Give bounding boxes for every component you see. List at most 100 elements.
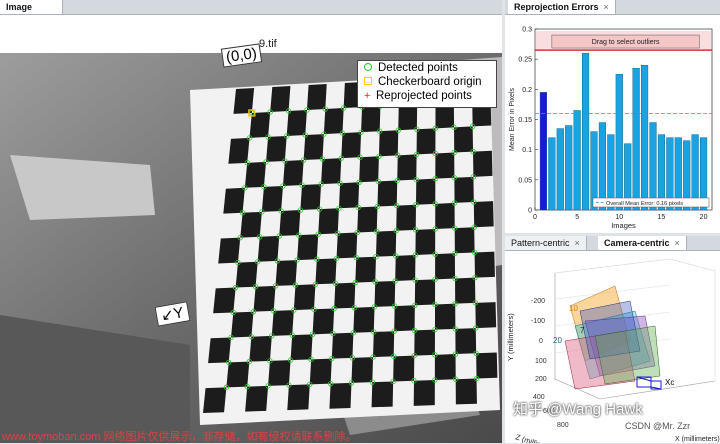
error-bar[interactable] bbox=[539, 92, 548, 211]
plane-blue bbox=[579, 300, 641, 360]
y-tick: 100 bbox=[535, 358, 547, 365]
detected-point bbox=[391, 303, 398, 309]
csdn-watermark: CSDN @Mr. Zzr bbox=[625, 421, 691, 431]
error-bar[interactable] bbox=[649, 122, 657, 211]
error-bar[interactable] bbox=[640, 65, 649, 211]
detected-point bbox=[291, 307, 297, 313]
checker-square bbox=[270, 86, 291, 112]
detected-point bbox=[469, 123, 476, 130]
detected-point bbox=[452, 275, 458, 282]
detected-point bbox=[280, 183, 286, 189]
error-bar[interactable] bbox=[674, 137, 682, 211]
detected-point bbox=[432, 226, 438, 232]
tab-image[interactable]: Image bbox=[0, 0, 63, 14]
error-bar[interactable] bbox=[691, 134, 699, 211]
checker-square bbox=[297, 234, 319, 261]
checker-square bbox=[315, 258, 337, 285]
camera-icon bbox=[636, 376, 662, 390]
y-tick: -100 bbox=[531, 318, 545, 325]
error-bar[interactable] bbox=[573, 110, 581, 211]
detected-point bbox=[371, 329, 377, 335]
detected-point bbox=[452, 326, 459, 332]
checker-square bbox=[435, 202, 455, 229]
y-axis-label: Y bbox=[172, 304, 185, 323]
detected-point bbox=[395, 152, 401, 159]
close-icon[interactable]: × bbox=[574, 238, 580, 248]
paper-left bbox=[10, 155, 155, 220]
error-bar[interactable] bbox=[581, 52, 590, 211]
plot-area bbox=[534, 28, 713, 211]
checker-square bbox=[226, 361, 250, 388]
desk-left bbox=[0, 315, 190, 443]
y-tick: 0 bbox=[539, 338, 543, 345]
checker-square bbox=[355, 256, 376, 283]
checker-square bbox=[257, 235, 280, 262]
reprojection-chart[interactable]: 0 0.05 0.1 0.15 0.2 0.25 0.3 0 5 10 15 20 Drag to se… bbox=[505, 15, 720, 233]
detected-point bbox=[394, 202, 400, 209]
detected-point bbox=[413, 176, 419, 183]
detected-point bbox=[349, 355, 356, 361]
detected-point bbox=[235, 259, 241, 266]
camera-label: Xc bbox=[665, 378, 674, 387]
error-bar[interactable] bbox=[590, 131, 598, 211]
detected-point bbox=[412, 252, 419, 258]
error-bar[interactable] bbox=[657, 134, 666, 211]
plane-label: 20 bbox=[553, 336, 562, 345]
detected-point bbox=[354, 229, 360, 236]
error-bar[interactable] bbox=[624, 143, 632, 211]
checker-square bbox=[395, 255, 416, 281]
checker-square bbox=[434, 303, 456, 330]
detected-point bbox=[259, 209, 265, 215]
error-bar[interactable] bbox=[699, 137, 708, 211]
detected-point bbox=[246, 135, 253, 141]
detected-point bbox=[412, 277, 418, 283]
detected-point bbox=[413, 151, 420, 158]
checker-square bbox=[309, 358, 332, 385]
error-bar[interactable] bbox=[556, 128, 564, 211]
checker-square bbox=[203, 387, 227, 413]
tab-camera-centric[interactable]: Camera-centric × bbox=[598, 236, 687, 250]
checker-square bbox=[244, 161, 267, 188]
detected-point bbox=[230, 309, 237, 316]
drag-to-select-outliers[interactable] bbox=[551, 34, 700, 49]
checker-square bbox=[268, 360, 291, 386]
checkerboard-image bbox=[0, 15, 502, 443]
error-bar[interactable] bbox=[548, 137, 556, 211]
close-icon[interactable]: × bbox=[603, 2, 609, 12]
detected-point bbox=[432, 352, 438, 358]
z-tick: 400 bbox=[533, 394, 545, 401]
error-bar[interactable] bbox=[666, 137, 674, 211]
y-tick-label: 0.2 bbox=[522, 87, 532, 94]
detected-point bbox=[308, 356, 314, 363]
footer-watermark: www.toymoban.com 网络图片仅供展示，非存储，如有侵权请联系删除。 bbox=[2, 431, 357, 443]
tab-reprojection-errors[interactable]: Reprojection Errors × bbox=[508, 0, 616, 14]
error-bar[interactable] bbox=[598, 122, 607, 211]
checker-square bbox=[240, 211, 262, 238]
detected-point bbox=[340, 105, 347, 111]
detected-point bbox=[300, 157, 307, 163]
checker-square bbox=[321, 158, 342, 185]
tab-image-label: Image bbox=[6, 2, 33, 12]
detected-point bbox=[321, 131, 327, 137]
tab-pattern-centric[interactable]: Pattern-centric × bbox=[505, 236, 587, 250]
detected-point bbox=[350, 330, 357, 336]
detected-point bbox=[274, 258, 281, 264]
extrinsics-3d-plot[interactable]: 10 7 20 Xc -200 -100 0 100 200 400 600 8… bbox=[505, 251, 720, 443]
detected-point bbox=[451, 200, 458, 206]
error-bar[interactable] bbox=[607, 134, 615, 211]
axis-box-left bbox=[554, 273, 601, 400]
error-bar[interactable] bbox=[565, 125, 573, 211]
detected-point bbox=[348, 380, 355, 386]
z-tick: 800 bbox=[557, 422, 569, 429]
error-bar[interactable] bbox=[632, 68, 640, 211]
checker-square bbox=[249, 335, 272, 362]
close-icon[interactable]: × bbox=[674, 238, 680, 248]
error-bar[interactable] bbox=[615, 74, 623, 211]
y-tick-label: 0 bbox=[528, 208, 532, 215]
detected-point bbox=[432, 301, 438, 308]
checker-square bbox=[245, 385, 269, 412]
error-bar[interactable] bbox=[683, 140, 691, 211]
checker-square bbox=[378, 130, 399, 157]
detected-point bbox=[232, 284, 239, 291]
detected-point bbox=[372, 279, 378, 285]
